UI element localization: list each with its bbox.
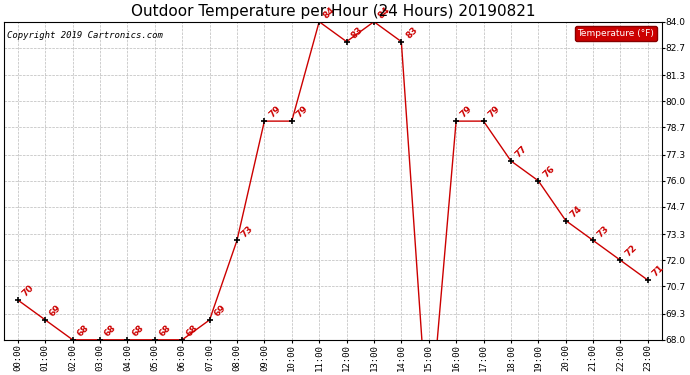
Text: 68: 68 <box>130 323 146 338</box>
Text: 72: 72 <box>623 244 638 259</box>
Text: 73: 73 <box>239 224 255 239</box>
Legend: Temperature (°F): Temperature (°F) <box>575 26 657 40</box>
Text: Copyright 2019 Cartronics.com: Copyright 2019 Cartronics.com <box>8 31 164 40</box>
Text: 79: 79 <box>295 104 310 120</box>
Text: 68: 68 <box>157 323 172 338</box>
Text: 79: 79 <box>459 104 474 120</box>
Text: 77: 77 <box>513 144 529 159</box>
Text: 69: 69 <box>48 303 63 318</box>
Text: 68: 68 <box>75 323 90 338</box>
Text: 70: 70 <box>21 284 36 298</box>
Title: Outdoor Temperature per Hour (24 Hours) 20190821: Outdoor Temperature per Hour (24 Hours) … <box>130 4 535 19</box>
Text: 83: 83 <box>349 25 364 40</box>
Text: 68: 68 <box>185 323 200 338</box>
Text: 76: 76 <box>541 164 556 179</box>
Text: 84: 84 <box>322 5 337 20</box>
Text: 74: 74 <box>569 204 584 219</box>
Text: 83: 83 <box>404 25 420 40</box>
Text: 79: 79 <box>486 104 502 120</box>
Text: 73: 73 <box>596 224 611 239</box>
Text: 79: 79 <box>267 104 282 120</box>
Text: 84: 84 <box>377 5 392 20</box>
Text: 71: 71 <box>651 264 666 279</box>
Text: 63: 63 <box>0 374 1 375</box>
Text: 69: 69 <box>213 303 228 318</box>
Text: 68: 68 <box>103 323 118 338</box>
